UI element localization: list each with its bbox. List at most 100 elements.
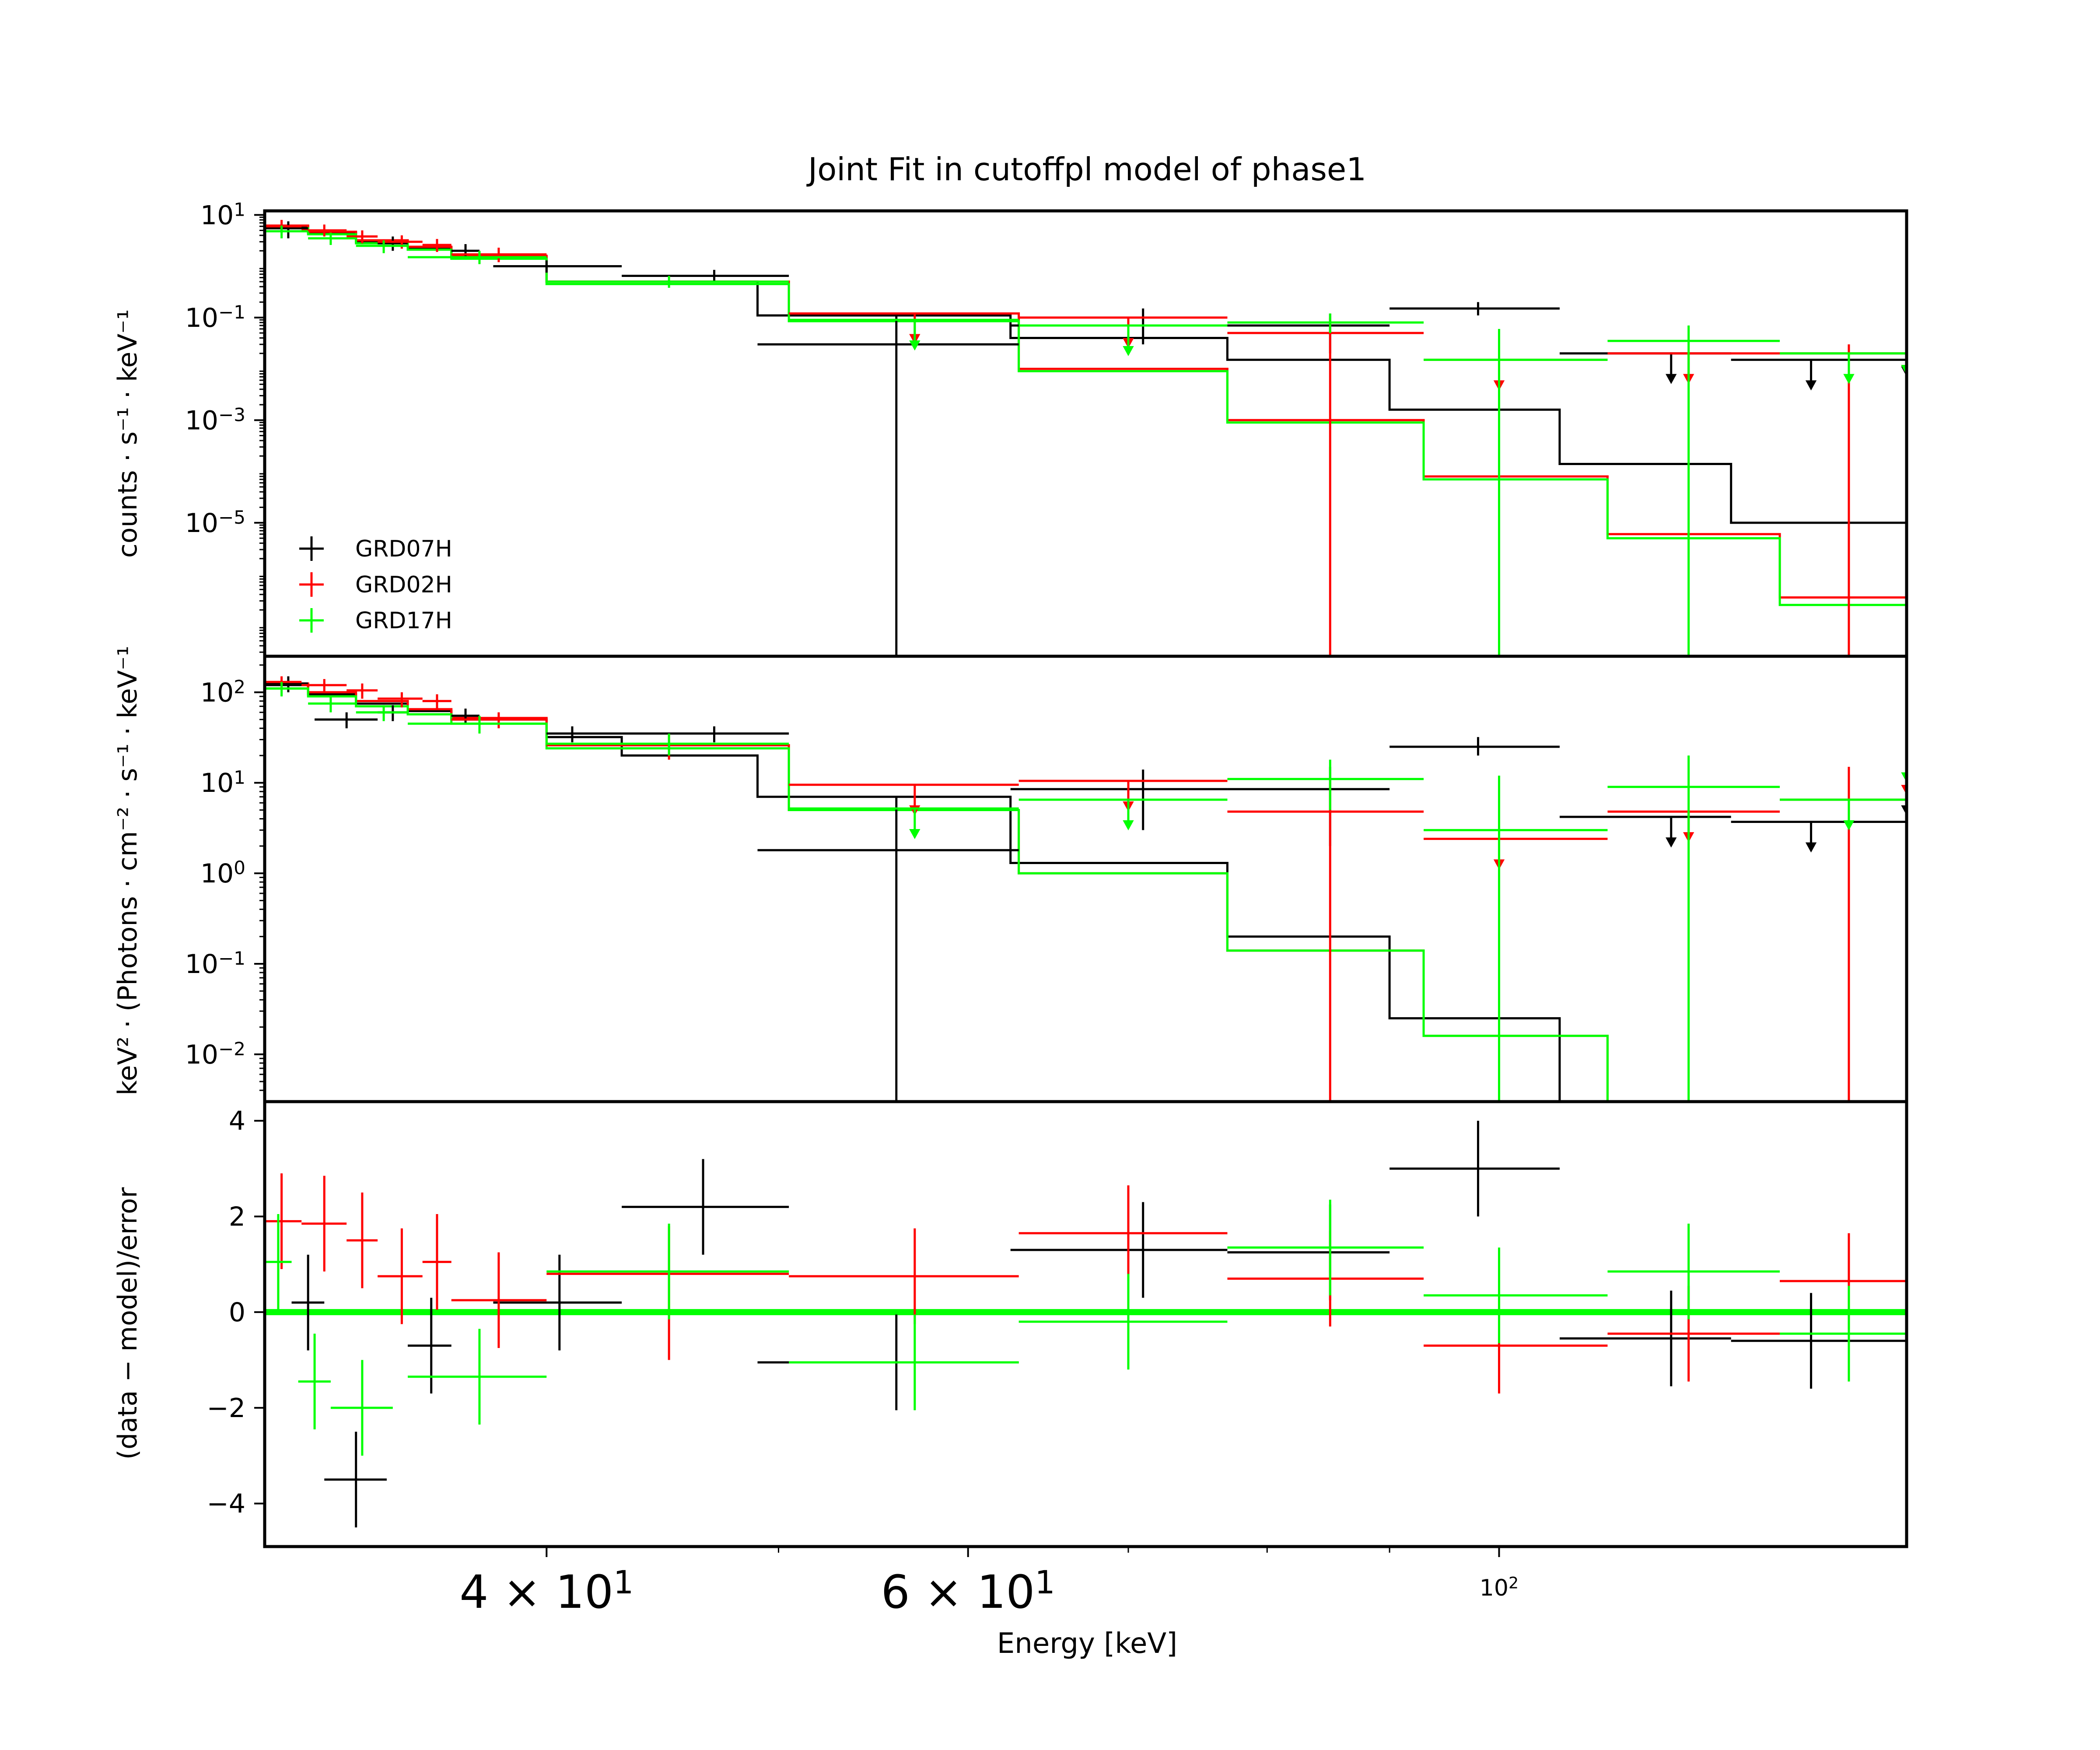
down-arrow-icon (909, 340, 920, 351)
down-arrow-icon (1666, 837, 1677, 848)
y-tick-label: 101 (200, 766, 245, 798)
x-tick-label-base: 4 × 10 (459, 1565, 613, 1619)
y-tick-label-exponent: −3 (218, 404, 245, 425)
upper-limit-grd17h (789, 318, 1019, 351)
y-tick-label-base: 10 (185, 405, 218, 436)
data-point-grd07h (1390, 1120, 1560, 1217)
data-point-grd07h (1559, 1290, 1731, 1386)
x-tick-label-base: 6 × 10 (881, 1565, 1035, 1619)
data-point-grd02h (789, 1228, 1019, 1324)
down-arrow-icon (1843, 820, 1855, 830)
data-point-grd17h (789, 1314, 1019, 1410)
plot-area-resid (265, 1120, 1907, 1528)
data-point-grd07h (622, 270, 789, 282)
y-tick-label: 101 (200, 199, 245, 231)
x-tick-label-base: 10 (1480, 1575, 1508, 1601)
legend-item-grd17h: GRD17H (299, 608, 452, 634)
data-point-grd07h (546, 726, 622, 742)
data-point-grd07h (757, 313, 1019, 656)
y-tick-label-base: 10 (200, 768, 234, 798)
data-point-grd17h (265, 682, 308, 696)
y-tick-label-base: 10 (185, 303, 218, 333)
x-tick-label: 102 (1480, 1574, 1519, 1601)
data-point-grd07h (1010, 1202, 1228, 1298)
data-point-grd17h (308, 696, 356, 713)
data-point-grd17h (1227, 760, 1424, 810)
y-tick-label-base: 10 (200, 677, 234, 708)
data-point-grd02h (378, 1228, 423, 1324)
down-arrow-icon (1805, 380, 1817, 391)
data-point-grd07h (291, 1254, 325, 1351)
y-tick-label: 10−1 (185, 948, 245, 980)
upper-limit-grd07h (1731, 821, 1907, 853)
data-point-grd07h (622, 726, 789, 742)
down-arrow-icon (1123, 346, 1134, 357)
y-tick-label: 10−2 (185, 1038, 245, 1070)
down-arrow-icon (1666, 374, 1677, 384)
data-point-grd17h (356, 240, 408, 253)
data-point-grd07h (324, 1432, 387, 1528)
data-point-grd17h (298, 1334, 331, 1430)
data-point-grd17h (1424, 329, 1608, 656)
data-point-grd02h (1018, 1185, 1228, 1281)
y-tick-label-base: 10 (200, 200, 234, 231)
y-tick-label: 10−5 (185, 507, 245, 539)
data-point-grd17h (1227, 313, 1424, 333)
y-tick-label-base: 10 (185, 949, 218, 980)
data-point-grd07h (622, 1159, 789, 1255)
data-point-grd17h (330, 1360, 393, 1456)
data-point-grd17h (1780, 1286, 1907, 1382)
data-point-grd02h (301, 224, 347, 237)
data-point-grd07h (1390, 737, 1560, 756)
data-point-grd07h (265, 221, 308, 238)
data-point-grd17h (308, 232, 356, 245)
data-point-grd17h (546, 733, 789, 756)
x-tick-label-exponent: 1 (613, 1564, 634, 1601)
y-tick-label-exponent: 1 (234, 766, 245, 788)
y-tick-label-base: 10 (185, 1040, 218, 1070)
x-tick-label: 6 × 101 (881, 1564, 1055, 1619)
data-point-grd17h (546, 1223, 789, 1320)
data-point-grd17h (408, 716, 547, 734)
chart-title: Joint Fit in cutoffpl model of phase1 (806, 151, 1366, 188)
data-point-grd17h (1424, 1247, 1608, 1344)
down-arrow-icon (1843, 374, 1855, 384)
down-arrow-icon (1123, 820, 1134, 830)
y-tick-label-exponent: 1 (234, 199, 245, 220)
x-tick-label-exponent: 2 (1508, 1574, 1519, 1592)
y-tick-label: −4 (207, 1489, 245, 1519)
model-line-grd17h (265, 687, 1689, 1102)
data-point-grd07h (757, 797, 1019, 1102)
data-point-grd17h (408, 251, 547, 264)
panel-frame-resid (263, 1100, 1908, 1548)
data-point-grd07h (1390, 302, 1560, 315)
x-tick-label-exponent: 1 (1035, 1564, 1055, 1601)
data-point-grd07h (493, 260, 622, 273)
x-axis-label: Energy [keV] (997, 1628, 1177, 1660)
data-point-grd07h (451, 708, 480, 724)
down-arrow-icon (909, 829, 920, 840)
plot-area-ef (265, 676, 1907, 1102)
down-arrow-icon (1805, 842, 1817, 853)
y-tick-label-exponent: −2 (218, 1038, 245, 1060)
data-point-grd02h (422, 239, 452, 252)
data-point-grd17h (1018, 1274, 1228, 1370)
y-tick-label: −2 (207, 1393, 245, 1424)
y-tick-label-exponent: 0 (234, 857, 245, 878)
y-axis-label-ef: keV² · (Photons · cm⁻² · s⁻¹ · keV⁻¹ (112, 646, 143, 1096)
data-point-grd17h (1607, 325, 1780, 656)
data-point-grd02h (301, 679, 347, 693)
upper-limit-grd07h (1731, 358, 1907, 391)
data-point-grd17h (356, 705, 408, 721)
data-point-grd02h (422, 694, 452, 710)
legend-label: GRD02H (355, 572, 452, 598)
upper-limit-grd17h (1018, 798, 1228, 830)
upper-limit-grd17h (1780, 352, 1907, 384)
legend-label: GRD07H (355, 536, 452, 562)
data-point-grd02h (1227, 317, 1424, 656)
data-point-grd02h (301, 1176, 347, 1272)
